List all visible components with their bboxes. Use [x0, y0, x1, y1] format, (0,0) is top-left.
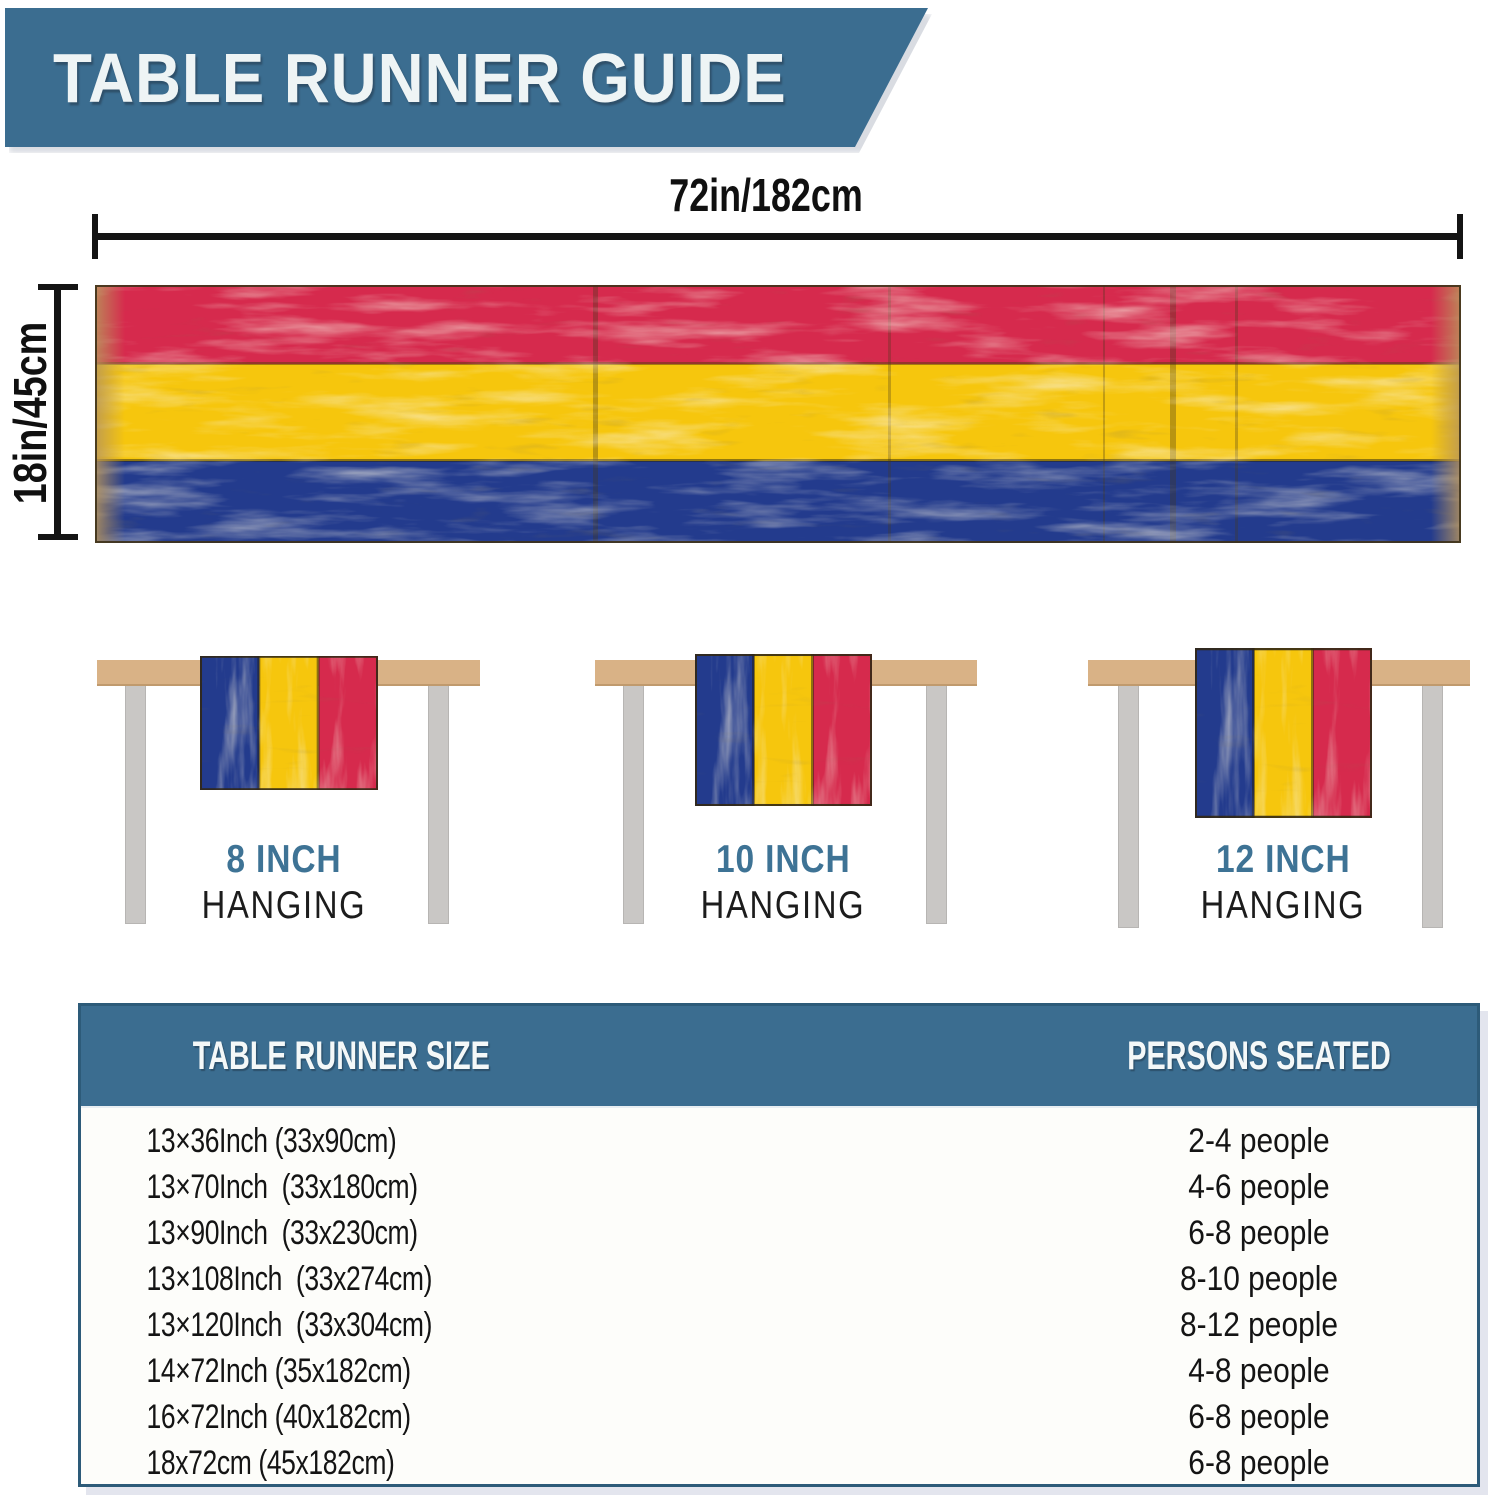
size-cell: 14×72Inch (35x182cm): [146, 1351, 412, 1390]
table-leg: [428, 684, 449, 924]
inch-size-text: 12 INCH: [1215, 838, 1351, 881]
hanging-label-10inch: 10 INCH HANGING: [685, 838, 881, 928]
hanging-runner-graphic: [695, 654, 872, 806]
width-dimension-label: 72in/182cm: [669, 169, 863, 221]
table-leg: [623, 684, 644, 924]
column-header-size: TABLE RUNNER SIZE: [192, 1034, 490, 1078]
table-leg: [125, 684, 146, 924]
height-dimension-tick-bottom: [38, 534, 78, 540]
size-cell: 13×120Inch (33x304cm): [146, 1305, 433, 1344]
width-dimension-line: [95, 233, 1461, 240]
persons-cell: 4-8 people: [1188, 1351, 1330, 1390]
table-row: 16×72Inch (40x182cm) 6-8 people: [81, 1394, 1477, 1440]
hanging-runner-graphic: [1195, 648, 1372, 818]
size-cell: 13×108Inch (33x274cm): [146, 1259, 433, 1298]
hanging-label-12inch: 12 INCH HANGING: [1185, 838, 1381, 928]
persons-cell: 8-10 people: [1179, 1259, 1339, 1298]
hanging-runner-graphic: [200, 656, 378, 790]
inch-size-text: 8 INCH: [226, 838, 342, 881]
table-leg: [1422, 684, 1443, 928]
size-cell: 13×70Inch (33x180cm): [146, 1167, 419, 1206]
page-title: TABLE RUNNER GUIDE: [53, 38, 787, 117]
hanging-label-8inch: 8 INCH HANGING: [186, 838, 382, 928]
persons-cell: 6-8 people: [1188, 1397, 1330, 1436]
size-cell: 13×90Inch (33x230cm): [146, 1213, 419, 1252]
hanging-text: HANGING: [700, 884, 866, 927]
persons-cell: 4-6 people: [1188, 1167, 1330, 1206]
size-cell: 18x72cm (45x182cm): [146, 1443, 395, 1482]
runner-flat-graphic: [95, 285, 1461, 543]
hanging-text: HANGING: [1200, 884, 1366, 927]
size-table-body: 13×36Inch (33x90cm) 2-4 people 13×70Inch…: [81, 1108, 1477, 1486]
inch-size-text: 10 INCH: [715, 838, 851, 881]
persons-cell: 6-8 people: [1188, 1443, 1330, 1482]
title-banner: TABLE RUNNER GUIDE: [5, 8, 928, 147]
table-row: 13×90Inch (33x230cm) 6-8 people: [81, 1210, 1477, 1256]
height-dimension-line: [54, 287, 61, 539]
size-table-header: TABLE RUNNER SIZE PERSONS SEATED: [81, 1006, 1477, 1108]
hanging-text: HANGING: [201, 884, 367, 927]
persons-cell: 2-4 people: [1188, 1121, 1330, 1160]
table-leg: [926, 684, 947, 924]
width-dimension-tick-left: [92, 214, 98, 259]
column-header-persons: PERSONS SEATED: [1127, 1034, 1391, 1078]
persons-cell: 6-8 people: [1188, 1213, 1330, 1252]
size-cell: 16×72Inch (40x182cm): [146, 1397, 412, 1436]
height-dimension-tick-top: [38, 284, 78, 290]
size-cell: 13×36Inch (33x90cm): [146, 1121, 397, 1160]
table-row: 13×36Inch (33x90cm) 2-4 people: [81, 1118, 1477, 1164]
table-row: 18x72cm (45x182cm) 6-8 people: [81, 1440, 1477, 1486]
table-row: 13×70Inch (33x180cm) 4-6 people: [81, 1164, 1477, 1210]
height-dimension-label: 18in/45cm: [4, 321, 56, 505]
table-leg: [1118, 684, 1139, 928]
table-row: 13×120Inch (33x304cm) 8-12 people: [81, 1302, 1477, 1348]
table-row: 14×72Inch (35x182cm) 4-8 people: [81, 1348, 1477, 1394]
size-guide-table: TABLE RUNNER SIZE PERSONS SEATED 13×36In…: [78, 1003, 1480, 1487]
width-dimension-tick-right: [1457, 214, 1463, 259]
persons-cell: 8-12 people: [1179, 1305, 1339, 1344]
table-row: 13×108Inch (33x274cm) 8-10 people: [81, 1256, 1477, 1302]
